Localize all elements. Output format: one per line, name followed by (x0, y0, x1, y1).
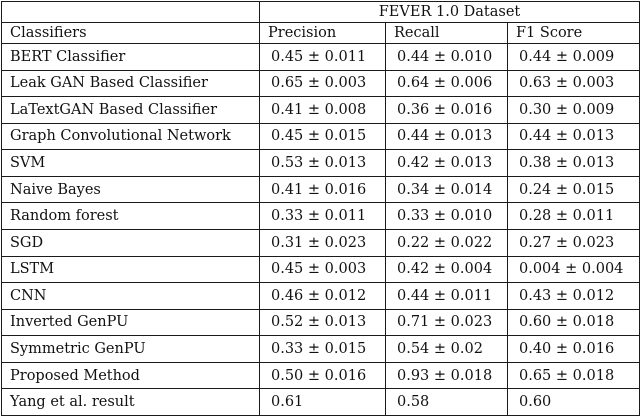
dataset-title: FEVER 1.0 Dataset (259, 1, 640, 23)
table-row: Naive Bayes 0.41 ± 0.016 0.34 ± 0.014 0.24 … (1, 175, 640, 204)
recall-value-cell: 0.42 ± 0.004 (385, 255, 508, 284)
table-row: Yang et al. result 0.61 0.58 0.60 (1, 388, 640, 416)
col-header-precision: Precision (259, 22, 386, 44)
precision-value-cell: 0.41 ± 0.008 (259, 96, 386, 124)
classifier-name-cell: Proposed Method (1, 361, 260, 390)
table-row: SGD 0.31 ± 0.023 0.22 ± 0.022 0.27 ± 0.023 (1, 228, 640, 257)
table-row: BERT Classifier 0.45 ± 0.011 0.44 ± 0.010 0… (1, 43, 640, 71)
precision-value-cell: 0.31 ± 0.023 (259, 228, 386, 257)
recall-value-cell: 0.71 ± 0.023 (385, 308, 508, 337)
f1-value-cell: 0.60 ± 0.018 (507, 308, 640, 337)
table-row: Random forest 0.33 ± 0.011 0.33 ± 0.010 0.2… (1, 202, 640, 230)
classifier-name-cell: Random forest (1, 202, 260, 230)
f1-value-cell: 0.24 ± 0.015 (507, 175, 640, 204)
f1-value-cell: 0.60 (507, 388, 640, 416)
recall-value-cell: 0.33 ± 0.010 (385, 202, 508, 230)
table-row: Proposed Method 0.50 ± 0.016 0.93 ± 0.018 0… (1, 361, 640, 390)
f1-value-cell: 0.44 ± 0.009 (507, 43, 640, 71)
classifier-name-cell: BERT Classifier (1, 43, 260, 71)
classifier-name-cell: Graph Convolutional Network (1, 122, 260, 151)
recall-value-cell: 0.54 ± 0.02 (385, 335, 508, 363)
table-row: SVM 0.53 ± 0.013 0.42 ± 0.013 0.38 ± 0.013 (1, 149, 640, 177)
classifier-name-cell: Naive Bayes (1, 175, 260, 204)
col-header-f1: F1 Score (507, 22, 640, 44)
f1-value-cell: 0.65 ± 0.018 (507, 361, 640, 390)
classifier-name-cell: Leak GAN Based Classifier (1, 69, 260, 98)
col-header-recall: Recall (385, 22, 508, 44)
precision-value-cell: 0.52 ± 0.013 (259, 308, 386, 337)
table-body: BERT Classifier 0.45 ± 0.011 0.44 ± 0.010 0… (1, 43, 640, 416)
classifier-name-cell: Yang et al. result (1, 388, 260, 416)
empty-corner-cell (1, 1, 260, 23)
precision-value-cell: 0.33 ± 0.015 (259, 335, 386, 363)
f1-value-cell: 0.38 ± 0.013 (507, 149, 640, 177)
precision-value-cell: 0.65 ± 0.003 (259, 69, 386, 98)
precision-value-cell: 0.50 ± 0.016 (259, 361, 386, 390)
recall-value-cell: 0.22 ± 0.022 (385, 228, 508, 257)
f1-value-cell: 0.004 ± 0.004 (507, 255, 640, 284)
recall-value-cell: 0.64 ± 0.006 (385, 69, 508, 98)
f1-value-cell: 0.63 ± 0.003 (507, 69, 640, 98)
table-row: CNN 0.46 ± 0.012 0.44 ± 0.011 0.43 ± 0.012 (1, 282, 640, 310)
classifier-name-cell: LaTextGAN Based Classifier (1, 96, 260, 124)
recall-value-cell: 0.34 ± 0.014 (385, 175, 508, 204)
f1-value-cell: 0.27 ± 0.023 (507, 228, 640, 257)
precision-value-cell: 0.45 ± 0.011 (259, 43, 386, 71)
table-row: LaTextGAN Based Classifier 0.41 ± 0.008 0.… (1, 96, 640, 124)
table-row: Inverted GenPU 0.52 ± 0.013 0.71 ± 0.023 0.… (1, 308, 640, 337)
classifier-name-cell: SGD (1, 228, 260, 257)
recall-value-cell: 0.42 ± 0.013 (385, 149, 508, 177)
table-row: LSTM 0.45 ± 0.003 0.42 ± 0.004 0.004 ± 0.00… (1, 255, 640, 284)
precision-value-cell: 0.45 ± 0.015 (259, 122, 386, 151)
recall-value-cell: 0.44 ± 0.013 (385, 122, 508, 151)
col-header-classifiers: Classifiers (1, 22, 260, 44)
classifier-name-cell: Inverted GenPU (1, 308, 260, 337)
recall-value-cell: 0.44 ± 0.010 (385, 43, 508, 71)
recall-value-cell: 0.58 (385, 388, 508, 416)
table-row: Leak GAN Based Classifier 0.65 ± 0.003 0.6… (1, 69, 640, 98)
classifier-name-cell: CNN (1, 282, 260, 310)
f1-value-cell: 0.44 ± 0.013 (507, 122, 640, 151)
classifier-name-cell: SVM (1, 149, 260, 177)
f1-value-cell: 0.43 ± 0.012 (507, 282, 640, 310)
dataset-header-row: FEVER 1.0 Dataset (1, 1, 640, 23)
classifier-name-cell: Symmetric GenPU (1, 335, 260, 363)
column-header-row: Classifiers Precision Recall F1 Score (1, 22, 640, 44)
f1-value-cell: 0.28 ± 0.011 (507, 202, 640, 230)
precision-value-cell: 0.41 ± 0.016 (259, 175, 386, 204)
precision-value-cell: 0.45 ± 0.003 (259, 255, 386, 284)
recall-value-cell: 0.93 ± 0.018 (385, 361, 508, 390)
precision-value-cell: 0.61 (259, 388, 386, 416)
precision-value-cell: 0.53 ± 0.013 (259, 149, 386, 177)
table-row: Symmetric GenPU 0.33 ± 0.015 0.54 ± 0.02 0.… (1, 335, 640, 363)
f1-value-cell: 0.40 ± 0.016 (507, 335, 640, 363)
table-row: Graph Convolutional Network 0.45 ± 0.015 0… (1, 122, 640, 151)
recall-value-cell: 0.44 ± 0.011 (385, 282, 508, 310)
classifier-name-cell: LSTM (1, 255, 260, 284)
precision-value-cell: 0.46 ± 0.012 (259, 282, 386, 310)
precision-value-cell: 0.33 ± 0.011 (259, 202, 386, 230)
recall-value-cell: 0.36 ± 0.016 (385, 96, 508, 124)
f1-value-cell: 0.30 ± 0.009 (507, 96, 640, 124)
